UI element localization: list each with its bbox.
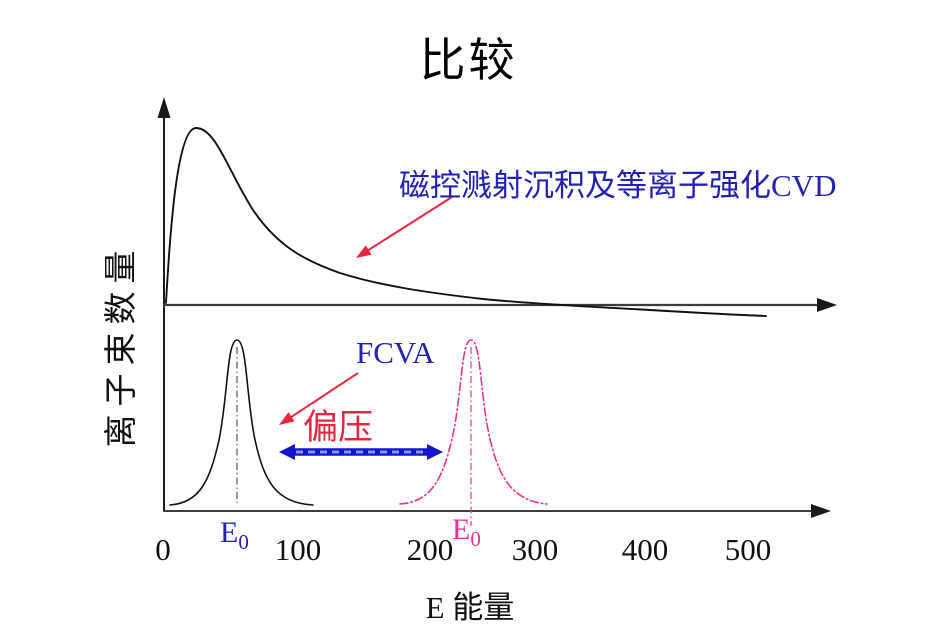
annotation-bias-label: 偏压	[303, 408, 374, 447]
curve-1-bottom	[169, 339, 314, 506]
e0-base: E	[220, 516, 239, 549]
y-axis-title: 离子束数量	[104, 242, 140, 448]
lower-x-axis-arrowhead	[811, 504, 831, 518]
upper-x-axis-arrowhead	[817, 298, 837, 312]
x-tick-label-300: 300	[511, 532, 559, 567]
annotation-arrow-1-head	[356, 245, 372, 258]
e0-label-shifted: E0	[452, 513, 481, 552]
e0-base: E	[452, 513, 471, 546]
annotation-magnetron-cvd-label: 磁控溅射沉积及等离子强化CVD	[399, 168, 837, 203]
annotation-arrow-2-shaft	[288, 372, 359, 420]
x-tick-label-200: 200	[406, 532, 454, 567]
bias-double-arrow-right-head	[427, 444, 443, 460]
annotation-arrow-2-head	[279, 412, 295, 425]
y-axis-arrowhead	[157, 97, 171, 118]
x-tick-label-500: 500	[724, 532, 772, 567]
e0-label-fcva: E0	[220, 516, 249, 555]
curve-2-bottom	[399, 339, 548, 505]
curve-0-top	[165, 127, 767, 317]
annotation-fcva-label: FCVA	[356, 335, 435, 370]
chart-title: 比较	[419, 35, 518, 86]
x-axis-title: E 能量	[425, 590, 515, 625]
e0-subscript: 0	[470, 527, 481, 551]
annotation-arrow-1-shaft	[365, 196, 453, 253]
bias-double-arrow-left-head	[279, 444, 295, 460]
x-tick-label-0: 0	[155, 532, 171, 567]
x-tick-label-100: 100	[274, 532, 322, 567]
x-tick-label-400: 400	[621, 532, 669, 567]
e0-subscript: 0	[238, 530, 249, 554]
